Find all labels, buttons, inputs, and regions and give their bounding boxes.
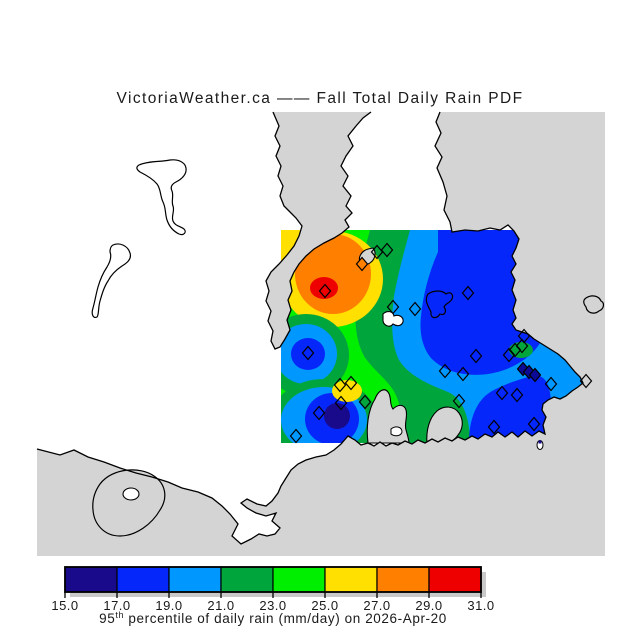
- station-diamond-icon: [438, 363, 452, 379]
- lake-west-upper: [136, 159, 187, 236]
- saanich-inlet-coastline: [265, 111, 372, 350]
- caption-base: 95: [99, 611, 115, 626]
- colorbar-tick-label: 31.0: [467, 598, 494, 613]
- station-diamond-icon: [495, 385, 509, 401]
- colorbar-tick-label: 17.0: [103, 598, 130, 613]
- station-diamond-icon: [370, 244, 384, 260]
- colorbar-segments: [64, 566, 482, 593]
- colorbar-tick-label: 23.0: [259, 598, 286, 613]
- harbour-spit: [390, 426, 403, 437]
- caption-rest: percentile of daily rain (mm/day) on 202…: [124, 611, 447, 626]
- strait-water: [37, 383, 605, 556]
- station-diamond-icon: [544, 376, 558, 392]
- station-diamond-icon: [515, 338, 529, 354]
- colorbar-segment: [376, 566, 430, 593]
- colorbar-segment: [324, 566, 378, 593]
- colorbar-segment: [220, 566, 274, 593]
- lagoon-island: [122, 487, 140, 501]
- map-title: VictoriaWeather.ca —— Fall Total Daily R…: [117, 90, 524, 107]
- colorbar-segment: [428, 566, 482, 593]
- station-diamond-icon: [527, 416, 541, 432]
- colorbar-segment: [272, 566, 326, 593]
- station-diamond-icon: [312, 405, 326, 421]
- colorbar-tick-label: 25.0: [311, 598, 338, 613]
- colorbar-tick-label: 19.0: [155, 598, 182, 613]
- band-29-31-core: [310, 277, 338, 299]
- midleft-blue-core: [291, 338, 325, 370]
- colorbar-tick-label: 27.0: [363, 598, 390, 613]
- station-diamond-icon: [344, 375, 358, 391]
- station-diamond-icon: [386, 299, 400, 315]
- caption-superscript: th: [115, 610, 124, 620]
- northeast-water: [435, 112, 605, 383]
- station-diamond-icon: [456, 366, 470, 382]
- station-diamond-icon: [301, 345, 315, 361]
- band-25-27-left-strip: [281, 230, 303, 310]
- main-coastline: [36, 111, 584, 545]
- station-diamond-icon: [334, 395, 348, 411]
- bottomleft-navy-core: [324, 403, 350, 429]
- colorbar-segment: [64, 566, 118, 593]
- colorbar-segment: [116, 566, 170, 593]
- discovery-island-outline: [583, 295, 605, 314]
- station-diamond-icon: [358, 394, 372, 410]
- station-diamond-icon: [333, 377, 347, 393]
- colorbar: 15.0 17.0 19.0 21.0 23.0 25.0 27.0 29.0 31.0 95t…: [51, 566, 494, 626]
- station-markers: [289, 242, 593, 444]
- colorbar-tick-label: 21.0: [207, 598, 234, 613]
- station-diamond-icon: [469, 348, 483, 364]
- lake-west-lower: [91, 243, 132, 319]
- station-diamond-icon: [355, 256, 369, 272]
- trial-island-tip: [538, 440, 542, 444]
- colorbar-segment: [168, 566, 222, 593]
- colorbar-tick-label: 15.0: [51, 598, 78, 613]
- elk-lake-outline: [425, 290, 454, 319]
- station-diamond-icon: [289, 428, 303, 444]
- saanich-inlet-water: [266, 112, 371, 349]
- station-diamond-icon: [461, 285, 475, 301]
- lagoon: [92, 469, 166, 537]
- colorbar-ticks: 15.0 17.0 19.0 21.0 23.0 25.0 27.0 29.0 31.0: [51, 592, 494, 613]
- station-diamond-icon: [318, 283, 332, 299]
- colorbar-tick-label: 29.0: [415, 598, 442, 613]
- station-diamond-icon: [452, 393, 466, 409]
- station-diamond-icon: [510, 387, 524, 403]
- station-diamond-icon: [380, 242, 394, 258]
- station-diamond-icon: [408, 301, 422, 317]
- station-diamond-icon: [528, 367, 542, 383]
- station-diamond-icon: [487, 419, 501, 435]
- colorbar-caption: 95th percentile of daily rain (mm/day) o…: [99, 610, 447, 626]
- station-diamond-icon: [579, 373, 593, 389]
